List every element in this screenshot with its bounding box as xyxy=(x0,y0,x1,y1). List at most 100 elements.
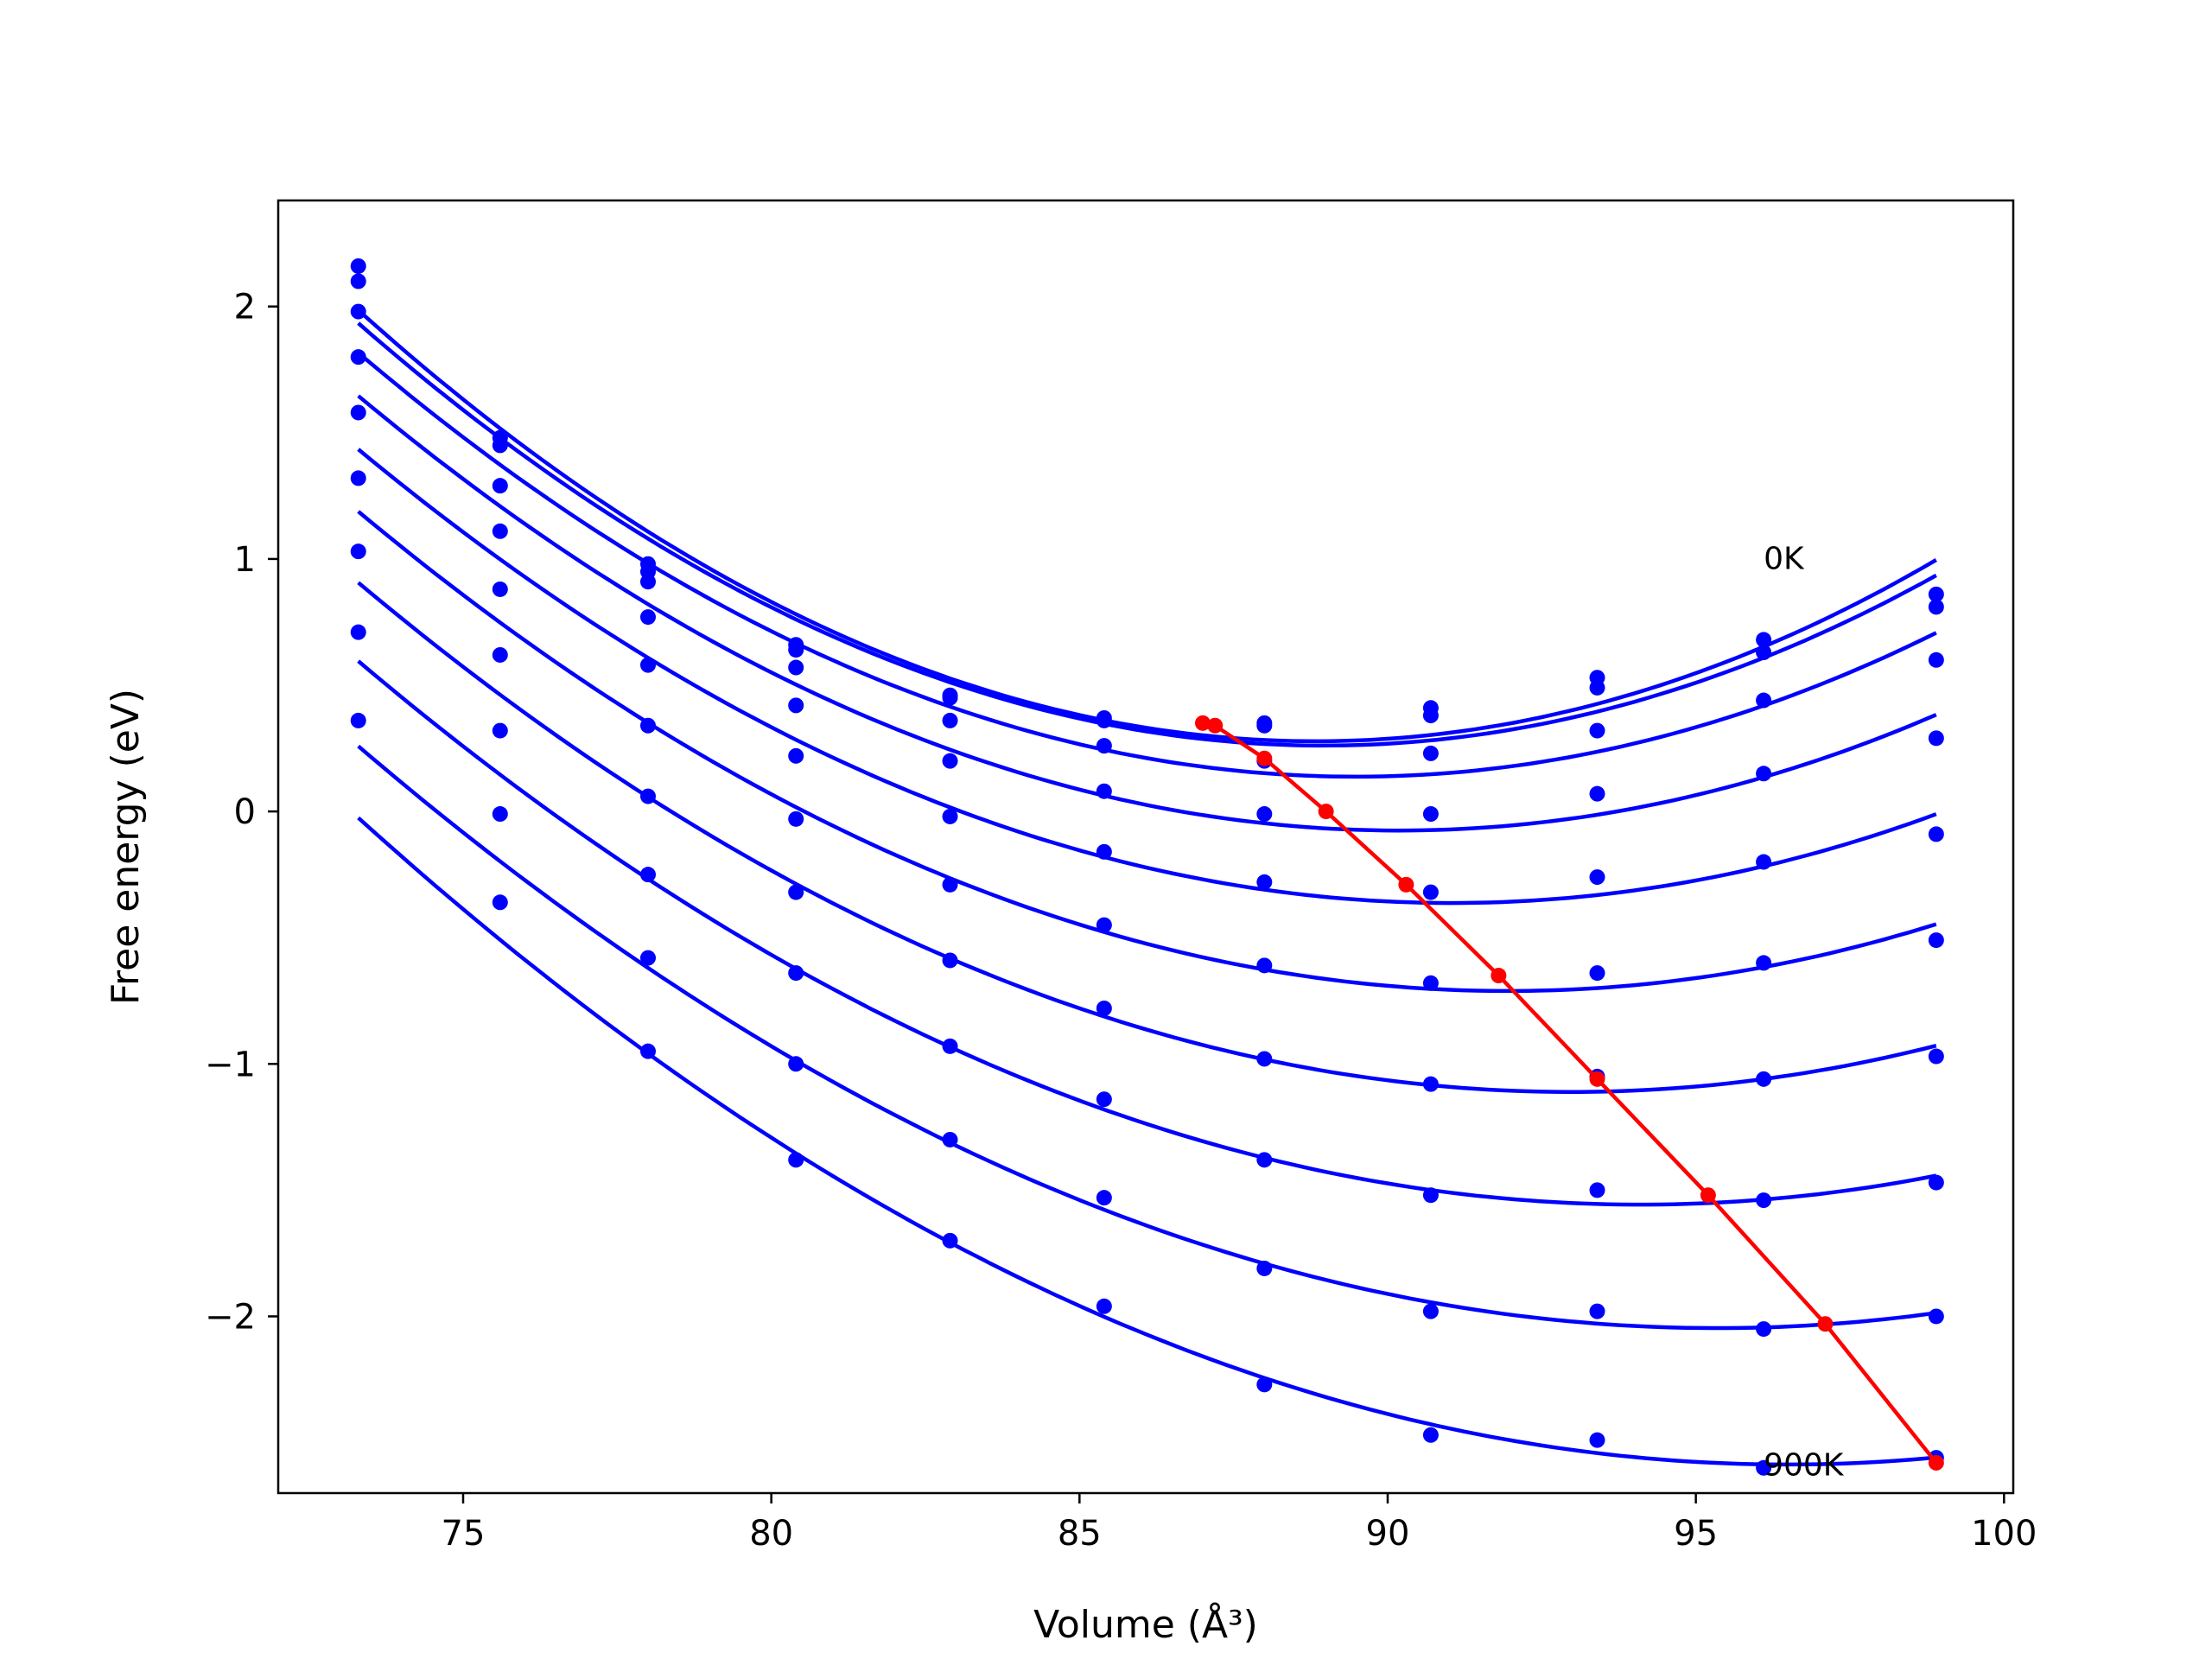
data-point xyxy=(350,712,366,728)
data-point xyxy=(350,543,366,560)
minima-point xyxy=(1207,717,1224,734)
data-point xyxy=(1589,1182,1605,1198)
data-point xyxy=(788,747,804,764)
fit-curve-4 xyxy=(357,448,1937,906)
data-point xyxy=(1422,1303,1439,1319)
data-point xyxy=(1756,1071,1772,1087)
x-tick-label: 85 xyxy=(1058,1514,1102,1554)
y-tick-label: 0 xyxy=(234,792,256,832)
data-point xyxy=(942,1131,958,1147)
data-point xyxy=(1422,708,1439,724)
data-point xyxy=(942,1038,958,1054)
data-point xyxy=(1928,1048,1944,1065)
data-point xyxy=(1928,1174,1944,1191)
data-point xyxy=(1756,645,1772,661)
minima-point xyxy=(1194,715,1211,731)
temperature-annotation: 900K xyxy=(1764,1448,1845,1484)
data-point xyxy=(942,1232,958,1249)
data-point xyxy=(1756,632,1772,648)
y-tick-label: 1 xyxy=(234,540,256,580)
data-point xyxy=(1756,1459,1772,1476)
data-point xyxy=(1756,1321,1772,1338)
data-point xyxy=(1928,599,1944,615)
data-point xyxy=(942,753,958,769)
data-point xyxy=(1256,874,1273,890)
data-point xyxy=(942,952,958,969)
data-point xyxy=(1422,884,1439,900)
data-point xyxy=(788,965,804,982)
minima-line xyxy=(1194,715,1944,1471)
data-point xyxy=(942,808,958,824)
minima-point xyxy=(1700,1187,1716,1204)
fit-curves xyxy=(357,308,1937,1467)
fit-curve-6 xyxy=(357,581,1937,1094)
data-point xyxy=(492,581,508,597)
data-point xyxy=(1756,1192,1772,1209)
data-point xyxy=(1928,1308,1944,1325)
data-point xyxy=(1256,1051,1273,1067)
data-point xyxy=(1589,722,1605,739)
data-point xyxy=(788,659,804,676)
data-point xyxy=(1096,1001,1112,1016)
y-axis: −2 −1 0 1 2 xyxy=(205,288,278,1337)
data-point xyxy=(1096,1298,1112,1314)
data-point xyxy=(1422,1076,1439,1092)
minima-point xyxy=(1928,1454,1944,1471)
fit-curve-3 xyxy=(357,394,1937,833)
data-point xyxy=(1422,975,1439,991)
data-point xyxy=(942,876,958,893)
fit-curve-5 xyxy=(357,510,1937,994)
data-point xyxy=(350,257,366,274)
x-axis-label: Volume (Å³) xyxy=(1033,1601,1258,1647)
data-point xyxy=(492,437,508,454)
fit-curve-9 xyxy=(357,816,1937,1467)
data-point xyxy=(788,1056,804,1072)
temperature-annotation: 0K xyxy=(1764,542,1805,577)
data-point xyxy=(639,1043,656,1059)
fit-curve-8 xyxy=(357,744,1937,1331)
data-point xyxy=(1589,965,1605,982)
plot-area xyxy=(278,200,2013,1493)
data-point xyxy=(639,950,656,966)
data-point xyxy=(1256,1260,1273,1276)
x-tick-label: 75 xyxy=(442,1514,486,1554)
x-tick-label: 100 xyxy=(1971,1514,2037,1554)
data-point xyxy=(639,609,656,626)
fit-curve-2 xyxy=(357,351,1937,779)
data-point xyxy=(1256,806,1273,823)
y-tick-label: −2 xyxy=(205,1297,256,1337)
data-point xyxy=(788,1152,804,1168)
data-point xyxy=(1096,1190,1112,1206)
data-point xyxy=(1928,932,1944,949)
data-point xyxy=(1928,652,1944,668)
data-point xyxy=(1422,806,1439,823)
data-point xyxy=(1096,712,1112,728)
data-point xyxy=(492,722,508,739)
data-point xyxy=(1256,717,1273,734)
data-point xyxy=(788,810,804,827)
data-point xyxy=(492,806,508,823)
data-point xyxy=(1422,745,1439,761)
data-point xyxy=(1928,730,1944,747)
data-point xyxy=(492,646,508,663)
data-point xyxy=(1096,1091,1112,1108)
data-point xyxy=(1589,1432,1605,1448)
data-point xyxy=(350,404,366,421)
data-point xyxy=(492,478,508,494)
data-point xyxy=(1756,955,1772,971)
minima-path xyxy=(1202,721,1938,1465)
data-point xyxy=(350,273,366,289)
data-point xyxy=(1589,869,1605,886)
data-point xyxy=(350,470,366,486)
data-point xyxy=(639,788,656,804)
data-point xyxy=(942,712,958,728)
data-point xyxy=(350,303,366,320)
data-point xyxy=(1589,679,1605,696)
y-tick-label: 2 xyxy=(234,288,256,327)
minima-point xyxy=(1589,1071,1605,1087)
fit-curve-1 xyxy=(357,321,1937,748)
data-point xyxy=(1096,738,1112,754)
minima-point xyxy=(1318,804,1334,820)
data-point xyxy=(1422,1427,1439,1443)
